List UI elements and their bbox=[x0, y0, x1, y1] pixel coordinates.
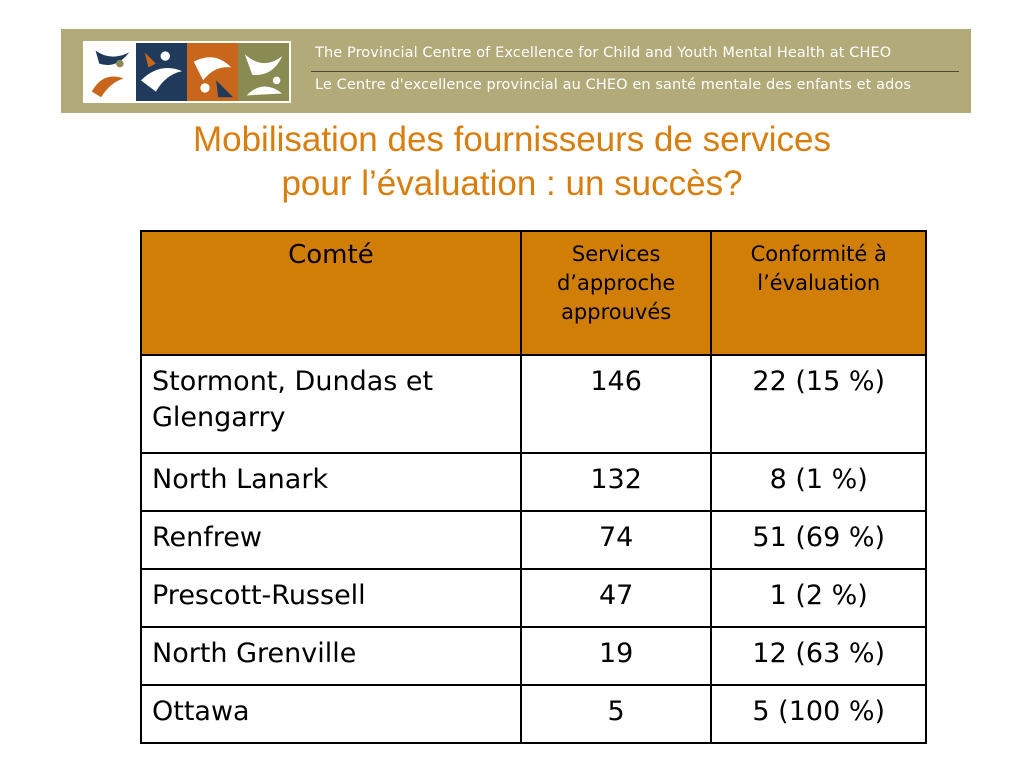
cell-services: 5 bbox=[519, 684, 713, 744]
cell-conformite: 8 (1 %) bbox=[710, 452, 927, 512]
header-conformite: Conformité à l’évaluation bbox=[710, 230, 927, 356]
logo-tile-olive bbox=[238, 43, 289, 101]
header-services: Services d’approche approuvés bbox=[519, 230, 713, 356]
logo-tile-navy bbox=[136, 43, 187, 101]
logo-figure-icon bbox=[140, 51, 183, 92]
cell-comte: Ottawa bbox=[140, 684, 522, 744]
cell-conformite: 1 (2 %) bbox=[710, 568, 927, 628]
logo-figure-icon bbox=[244, 54, 283, 96]
cell-services: 132 bbox=[519, 452, 713, 512]
cheo-logo bbox=[83, 41, 291, 103]
cell-comte: North Lanark bbox=[140, 452, 522, 512]
logo-tile-white bbox=[85, 43, 136, 101]
cell-comte: North Grenville bbox=[140, 626, 522, 686]
logo-figure-icon bbox=[91, 50, 130, 98]
cell-conformite: 51 (69 %) bbox=[710, 510, 927, 570]
header-banner: The Provincial Centre of Excellence for … bbox=[61, 29, 971, 113]
cell-services: 146 bbox=[519, 354, 713, 454]
logo-figure-icon bbox=[193, 57, 234, 98]
slide-title: Mobilisation des fournisseurs de service… bbox=[40, 118, 984, 206]
cell-comte: Stormont, Dundas et Glengarry bbox=[140, 354, 522, 454]
header-comte: Comté bbox=[140, 230, 522, 356]
cell-comte: Renfrew bbox=[140, 510, 522, 570]
banner-divider bbox=[311, 71, 959, 72]
slide-title-line1: Mobilisation des fournisseurs de service… bbox=[192, 120, 832, 159]
table-row: Ottawa 5 5 (100 %) bbox=[140, 684, 927, 744]
cell-comte: Prescott-Russell bbox=[140, 568, 522, 628]
table-header-row: Comté Services d’approche approuvés Conf… bbox=[140, 230, 927, 356]
cell-conformite: 22 (15 %) bbox=[710, 354, 927, 454]
cell-services: 47 bbox=[519, 568, 713, 628]
banner-text-english: The Provincial Centre of Excellence for … bbox=[315, 45, 892, 61]
cell-services: 19 bbox=[519, 626, 713, 686]
table-row: Renfrew 74 51 (69 %) bbox=[140, 510, 927, 570]
table-row: Stormont, Dundas et Glengarry 146 22 (15… bbox=[140, 354, 927, 454]
logo-tile-orange bbox=[187, 43, 238, 101]
cell-conformite: 5 (100 %) bbox=[710, 684, 927, 744]
banner-text-french: Le Centre d'excellence provincial au CHE… bbox=[315, 77, 912, 93]
table-row: Prescott-Russell 47 1 (2 %) bbox=[140, 568, 927, 628]
cell-services: 74 bbox=[519, 510, 713, 570]
results-table: Comté Services d’approche approuvés Conf… bbox=[140, 230, 927, 744]
table-row: North Lanark 132 8 (1 %) bbox=[140, 452, 927, 512]
slide-title-line2: pour l’évaluation : un succès? bbox=[281, 164, 743, 203]
table-row: North Grenville 19 12 (63 %) bbox=[140, 626, 927, 686]
cell-conformite: 12 (63 %) bbox=[710, 626, 927, 686]
